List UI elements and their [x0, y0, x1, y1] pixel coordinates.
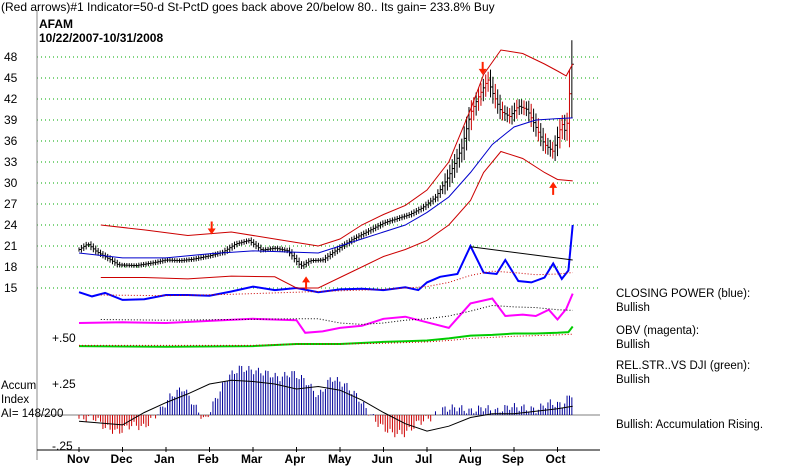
accum-index-panel	[37, 365, 600, 438]
x-tick-label: Apr	[285, 452, 306, 466]
chart-title: (Red arrows)#1 Indicator=50-d St-PctD go…	[1, 0, 495, 14]
x-tick-label: Oct	[546, 452, 566, 466]
price-tick-label: 30	[4, 176, 18, 190]
accum-tick-label: -.25	[52, 439, 73, 453]
closing-power-value: Bullish	[616, 302, 650, 314]
x-tick-label: Sep	[502, 452, 524, 466]
accum-ai-text: AI= 148/200	[1, 408, 64, 420]
band-lower	[100, 150, 573, 289]
accum-tick-label: +.25	[52, 377, 76, 391]
arrow-head	[207, 228, 216, 235]
rel-str-ma	[79, 333, 573, 346]
x-tick-label: Aug	[459, 452, 482, 466]
price-tick-label: 24	[4, 218, 18, 232]
axes: 48 45 42 39 36 33 30 27 24 21 18 15 Nov Dec Jan Feb Mar A…	[4, 10, 600, 466]
rel-str-level-label: +.50	[52, 331, 76, 345]
indicator-panels	[78, 224, 574, 348]
obv-line	[78, 293, 574, 334]
price-tick-label: 21	[4, 239, 18, 253]
accum-title-line1: Accum	[1, 380, 37, 392]
rel-str-label: REL.STR..VS DJI (green): Bullish	[616, 359, 750, 387]
accum-status-label: Bullish: Accumulation Rising.	[616, 419, 764, 431]
closing-power-ma	[100, 270, 573, 297]
accum-ma	[78, 379, 573, 432]
price-tick-label: 48	[4, 50, 18, 64]
price-tick-label: 18	[4, 260, 18, 274]
x-tick-label: May	[328, 452, 352, 466]
date-range-label: 10/22/2007-10/31/2008	[39, 31, 164, 45]
closing-power-title: CLOSING POWER (blue):	[616, 288, 751, 300]
rel-str-value: Bullish	[616, 374, 650, 386]
closing-power-label: CLOSING POWER (blue): Bullish	[616, 287, 750, 315]
resistance-trendline	[470, 246, 573, 261]
x-tick-label: Nov	[67, 452, 90, 466]
price-tick-label: 36	[4, 134, 18, 148]
arrow-head	[478, 68, 487, 75]
x-tick-label: Feb	[198, 452, 219, 466]
arrow-head	[549, 181, 558, 188]
x-tick-label: Mar	[241, 452, 263, 466]
price-tick-label: 45	[4, 71, 18, 85]
price-tick-label: 42	[4, 92, 18, 106]
moving-average	[78, 117, 573, 259]
x-tick-label: Jun	[372, 452, 393, 466]
price-tick-label: 39	[4, 113, 18, 127]
price-tick-label: 33	[4, 155, 18, 169]
closing-power-line	[78, 224, 574, 301]
obv-label: OBV (magenta): Bullish	[616, 324, 699, 352]
signal-arrows	[207, 61, 558, 290]
price-tick-label: 15	[4, 281, 18, 295]
x-tick-label: Jan	[154, 452, 175, 466]
obv-value: Bullish	[616, 339, 650, 351]
x-tick-label: Dec	[111, 452, 133, 466]
obv-title: OBV (magenta):	[616, 325, 700, 337]
x-tick-label: Jul	[415, 452, 432, 466]
arrow-head	[302, 276, 311, 283]
accum-title-line2: Index	[1, 394, 30, 406]
obv-ma	[100, 304, 573, 325]
price-panel	[78, 40, 574, 289]
rel-str-title: REL.STR..VS DJI (green):	[616, 360, 751, 372]
ticker-label: AFAM	[39, 17, 73, 31]
band-upper	[100, 49, 574, 247]
price-tick-label: 27	[4, 197, 18, 211]
